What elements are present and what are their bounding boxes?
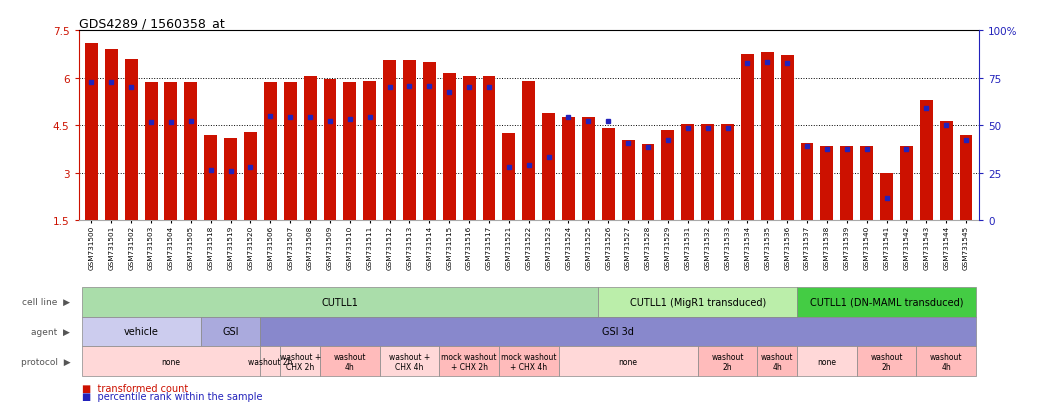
- Bar: [562, 118, 575, 221]
- Bar: [522, 82, 535, 221]
- Text: protocol  ▶: protocol ▶: [21, 357, 70, 366]
- Bar: [503, 134, 515, 221]
- Bar: [423, 63, 436, 221]
- Bar: [682, 124, 694, 221]
- Bar: [383, 61, 396, 221]
- Bar: [701, 124, 714, 221]
- Text: washout +
CHX 2h: washout + CHX 2h: [280, 352, 320, 371]
- Bar: [204, 135, 217, 221]
- Bar: [861, 147, 873, 221]
- Bar: [443, 74, 455, 221]
- Bar: [761, 53, 774, 221]
- Bar: [363, 82, 376, 221]
- Text: washout
4h: washout 4h: [930, 352, 962, 371]
- Text: washout +
CHX 4h: washout + CHX 4h: [388, 352, 430, 371]
- Bar: [224, 139, 237, 221]
- Bar: [741, 55, 754, 221]
- Bar: [622, 140, 634, 221]
- Text: mock washout
+ CHX 2h: mock washout + CHX 2h: [442, 352, 497, 371]
- Bar: [324, 80, 336, 221]
- Text: GSI 3d: GSI 3d: [602, 327, 634, 337]
- Bar: [900, 147, 913, 221]
- Text: ■  percentile rank within the sample: ■ percentile rank within the sample: [82, 391, 262, 401]
- Bar: [940, 121, 953, 221]
- Text: CUTLL1: CUTLL1: [321, 297, 358, 307]
- Bar: [125, 59, 137, 221]
- Bar: [781, 56, 794, 221]
- Text: washout
4h: washout 4h: [761, 352, 794, 371]
- Text: none: none: [619, 357, 638, 366]
- Text: vehicle: vehicle: [124, 327, 158, 337]
- Text: ■  transformed count: ■ transformed count: [82, 383, 187, 393]
- Text: none: none: [161, 357, 180, 366]
- Bar: [164, 83, 177, 221]
- Bar: [264, 83, 276, 221]
- Bar: [959, 135, 973, 221]
- Bar: [284, 83, 296, 221]
- Text: none: none: [818, 357, 837, 366]
- Text: cell line  ▶: cell line ▶: [22, 297, 70, 306]
- Bar: [881, 173, 893, 221]
- Bar: [582, 118, 595, 221]
- Bar: [721, 124, 734, 221]
- Bar: [184, 83, 197, 221]
- Text: GDS4289 / 1560358_at: GDS4289 / 1560358_at: [79, 17, 224, 30]
- Text: CUTLL1 (MigR1 transduced): CUTLL1 (MigR1 transduced): [629, 297, 765, 307]
- Bar: [662, 131, 674, 221]
- Bar: [144, 83, 157, 221]
- Text: mock washout
+ CHX 4h: mock washout + CHX 4h: [500, 352, 557, 371]
- Bar: [244, 132, 257, 221]
- Text: CUTLL1 (DN-MAML transduced): CUTLL1 (DN-MAML transduced): [809, 297, 963, 307]
- Bar: [105, 50, 117, 221]
- Text: washout
2h: washout 2h: [870, 352, 903, 371]
- Bar: [920, 101, 933, 221]
- Text: agent  ▶: agent ▶: [31, 327, 70, 336]
- Bar: [85, 44, 98, 221]
- Bar: [821, 147, 833, 221]
- Bar: [602, 129, 615, 221]
- Bar: [403, 61, 416, 221]
- Text: washout
2h: washout 2h: [711, 352, 743, 371]
- Text: washout 2h: washout 2h: [248, 357, 292, 366]
- Bar: [483, 77, 495, 221]
- Bar: [343, 83, 356, 221]
- Text: GSI: GSI: [222, 327, 239, 337]
- Bar: [304, 77, 316, 221]
- Text: washout
4h: washout 4h: [334, 352, 366, 371]
- Bar: [642, 145, 654, 221]
- Bar: [463, 77, 475, 221]
- Bar: [542, 113, 555, 221]
- Bar: [841, 147, 853, 221]
- Bar: [801, 143, 814, 221]
